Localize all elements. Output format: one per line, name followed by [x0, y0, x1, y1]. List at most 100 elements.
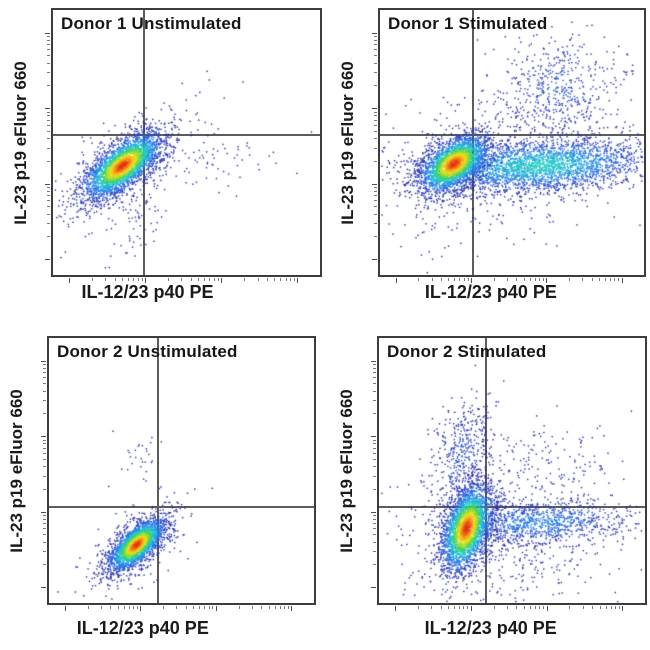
y-axis-tick — [43, 413, 46, 415]
y-axis-tick — [374, 39, 377, 41]
x-axis-tick — [274, 606, 276, 609]
panel-donor2-unstimulated: Donor 2 Unstimulated IL-23 p19 eFluor 66… — [7, 336, 316, 638]
x-axis-tick — [293, 278, 295, 281]
x-axis-tick — [506, 278, 508, 281]
panel-donor2-stimulated: Donor 2 Stimulated IL-23 p19 eFluor 660 … — [337, 336, 647, 638]
x-axis-tick — [163, 606, 165, 609]
y-axis-tick — [43, 541, 46, 543]
x-axis-tick — [467, 278, 469, 281]
x-axis-tick — [542, 278, 544, 281]
y-axis-label: IL-23 p19 eFluor 660 — [337, 388, 356, 553]
x-axis-tick — [431, 606, 433, 609]
density-scatter-canvas — [49, 338, 314, 603]
x-axis-tick — [204, 278, 206, 281]
y-axis-tick — [374, 119, 377, 121]
y-axis-tick — [45, 108, 50, 110]
panel-title: Donor 2 Stimulated — [387, 342, 547, 361]
y-axis-tick — [41, 436, 46, 438]
x-axis-tick — [193, 606, 195, 609]
x-axis-tick — [618, 278, 620, 281]
y-axis-tick — [47, 111, 50, 113]
x-axis-tick — [534, 606, 536, 609]
x-axis-tick — [190, 278, 192, 281]
y-axis-label: IL-23 p19 eFluor 660 — [338, 60, 357, 225]
x-axis-tick — [123, 606, 125, 609]
y-axis-tick — [47, 190, 50, 192]
x-axis-tick — [592, 606, 594, 609]
x-axis-tick — [599, 606, 601, 609]
y-axis-tick — [373, 564, 376, 566]
x-axis-tick — [582, 278, 584, 281]
x-axis-tick — [569, 606, 571, 609]
y-axis-tick — [47, 213, 50, 215]
y-axis-tick — [373, 383, 376, 385]
x-axis-tick — [622, 606, 624, 611]
y-axis-tick — [372, 183, 377, 185]
x-axis-tick — [279, 606, 281, 609]
y-axis-tick — [43, 377, 46, 379]
y-axis-tick — [373, 452, 376, 454]
y-axis-tick — [374, 147, 377, 149]
x-axis-tick — [128, 278, 130, 281]
x-axis-tick — [100, 606, 102, 609]
x-axis-tick — [221, 278, 223, 283]
x-axis-tick — [615, 606, 617, 609]
x-axis-tick — [582, 606, 584, 609]
x-axis-tick — [176, 606, 178, 609]
y-axis-tick — [47, 119, 50, 121]
x-axis-tick — [261, 606, 263, 609]
y-axis-tick — [374, 130, 377, 132]
x-axis-tick — [448, 278, 450, 281]
x-axis-tick — [604, 278, 606, 281]
x-axis-tick — [453, 606, 455, 609]
y-axis-tick — [373, 363, 376, 365]
x-axis-tick — [454, 278, 456, 281]
x-axis-tick — [267, 278, 269, 281]
x-axis-tick — [605, 606, 607, 609]
y-axis-tick — [41, 360, 46, 362]
x-axis-tick — [64, 606, 66, 611]
x-axis-tick — [284, 606, 286, 609]
x-axis-tick — [204, 606, 206, 609]
y-axis-tick — [374, 124, 377, 126]
y-axis-tick — [45, 32, 50, 34]
x-axis-tick — [285, 278, 287, 281]
y-axis-tick — [47, 130, 50, 132]
x-axis-tick — [529, 278, 531, 281]
x-axis-tick — [105, 278, 107, 281]
x-axis-label: IL-12/23 p40 PE — [424, 282, 557, 302]
y-axis-tick — [374, 49, 377, 51]
y-axis-tick — [374, 206, 377, 208]
x-axis-tick — [471, 278, 473, 283]
panel-title: Donor 1 Stimulated — [388, 14, 548, 33]
y-axis-tick — [373, 551, 376, 553]
x-axis-tick — [268, 606, 270, 609]
y-axis-tick — [47, 85, 50, 87]
y-axis-tick — [373, 377, 376, 379]
y-axis-tick — [374, 72, 377, 73]
x-axis-tick — [244, 278, 246, 281]
y-axis-tick — [47, 223, 50, 225]
x-axis-tick — [133, 278, 135, 281]
y-axis-tick — [47, 236, 50, 238]
y-axis-tick — [373, 390, 376, 392]
x-axis-tick — [417, 606, 419, 609]
y-axis-tick — [43, 564, 46, 566]
y-axis-tick — [47, 138, 50, 140]
panel-donor1-stimulated: Donor 1 Stimulated IL-23 p19 eFluor 660 … — [338, 8, 646, 302]
x-axis-tick — [610, 606, 612, 609]
x-axis-tick — [529, 606, 531, 609]
y-axis-tick — [374, 44, 377, 46]
y-axis-tick — [374, 55, 377, 57]
x-axis-tick — [539, 278, 541, 281]
x-axis-tick — [199, 606, 201, 609]
y-axis-tick — [43, 390, 46, 392]
x-axis-tick — [506, 606, 508, 609]
x-axis-tick — [208, 606, 210, 609]
y-axis-tick — [43, 363, 46, 365]
y-axis-tick — [374, 35, 377, 37]
y-axis-tick — [374, 115, 377, 117]
y-axis-tick — [374, 138, 377, 140]
y-axis-tick — [374, 85, 377, 87]
